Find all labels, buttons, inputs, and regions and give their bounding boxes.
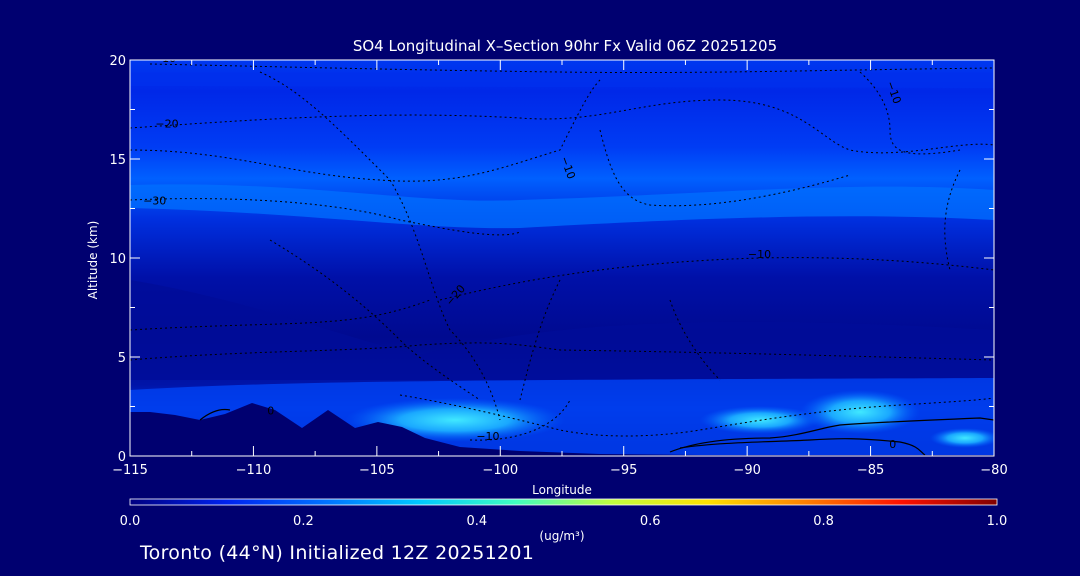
colorbar-tick-label: 0.4 (466, 514, 487, 529)
contour-label: −10 (153, 52, 176, 65)
colorbar-tick-label: 0.8 (813, 514, 834, 529)
contour-label: −30 (143, 195, 166, 208)
contour-label: 0 (267, 404, 274, 417)
terrain (130, 403, 994, 456)
plume-east (800, 390, 920, 434)
colorbar (129, 498, 998, 506)
contour-label: 0 (889, 438, 896, 451)
mid-band (130, 184, 994, 229)
plume-far-east (930, 428, 994, 448)
y-tick-label: 20 (109, 54, 126, 69)
chart-title: SO4 Longitudinal X–Section 90hr Fx Valid… (353, 37, 777, 55)
zero-contours (199, 408, 994, 456)
contour-lines (130, 63, 994, 441)
lower-dark-band (130, 280, 994, 380)
x-tick-label: −80 (980, 463, 1007, 478)
colorbar-tick-label: 0.0 (120, 514, 141, 529)
y-tick-label: 5 (118, 351, 126, 366)
upper-band (130, 72, 994, 88)
contour-label: −10 (1007, 162, 1029, 189)
x-tick-label: −85 (857, 463, 884, 478)
y-axis: 0 5 10 15 20 (109, 54, 994, 465)
y-tick-label: 15 (109, 153, 126, 168)
x-axis: −115 −110 −105 −100 −95 −90 −85 −80 (112, 60, 1008, 478)
contour-label: −10 (748, 248, 771, 261)
x-tick-label: −115 (112, 463, 148, 478)
contour-label: −10 (476, 430, 499, 443)
y-tick-label: 10 (109, 252, 126, 267)
footer-caption: Toronto (44°N) Initialized 12Z 20251201 (140, 542, 535, 564)
x-tick-label: −105 (359, 463, 395, 478)
contour-label: −20 (155, 117, 178, 130)
colorbar-ticks: 0.0 0.2 0.4 0.6 0.8 1.0 (120, 514, 1008, 529)
x-axis-label: Longitude (532, 483, 592, 497)
x-tick-label: −100 (482, 463, 518, 478)
colorbar-tick-label: 1.0 (987, 514, 1008, 529)
colorbar-tick-label: 0.6 (640, 514, 661, 529)
contour-label: −10 (1010, 355, 1033, 368)
x-tick-label: −90 (733, 463, 760, 478)
y-tick-label: 0 (118, 450, 126, 465)
x-tick-label: −110 (236, 463, 272, 478)
y-axis-label: Altitude (km) (86, 221, 100, 300)
colorbar-unit-label: (ug/m³) (539, 529, 584, 543)
x-tick-label: −95 (610, 463, 637, 478)
colorbar-tick-label: 0.2 (293, 514, 314, 529)
